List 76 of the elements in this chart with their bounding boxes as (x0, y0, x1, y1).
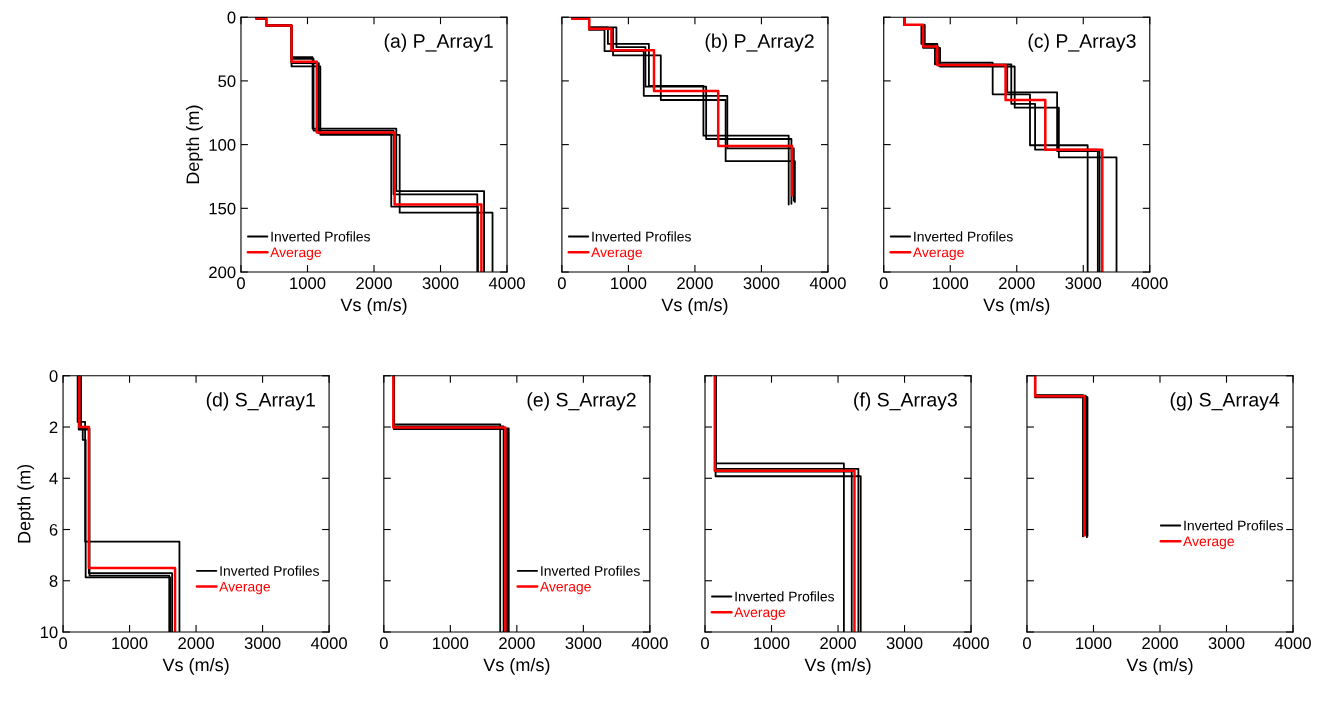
x-tick-label: 2000 (356, 277, 392, 290)
y-tick-label: 6 (49, 523, 58, 536)
x-tick-label: 3000 (244, 637, 281, 650)
x-tick-label: 2000 (178, 637, 214, 650)
x-axis-title: Vs (m/s) (983, 297, 1050, 315)
legend-label: Average (270, 247, 322, 260)
x-tick-label: 2000 (1142, 637, 1178, 650)
x-tick-label: 1000 (754, 637, 790, 650)
x-tick-label: 2000 (820, 637, 856, 650)
legend-label: Average (1183, 536, 1234, 549)
x-tick-label: 1000 (433, 637, 469, 650)
x-tick-label: 3000 (422, 277, 459, 290)
x-axis-title: Vs (m/s) (483, 657, 550, 675)
x-tick-label: 1000 (932, 277, 969, 290)
legend-label: Average (912, 247, 964, 260)
y-tick-label: 200 (209, 266, 236, 279)
y-tick-label: 8 (49, 575, 58, 587)
x-tick-label: 4000 (488, 277, 525, 290)
x-tick-label: 0 (879, 277, 888, 290)
y-tick-label: 4 (49, 472, 58, 485)
legend-label: Inverted Profiles (735, 591, 835, 602)
legend-label: Inverted Profiles (1184, 520, 1283, 531)
x-tick-label: 4000 (310, 637, 347, 650)
x-tick-label: 4000 (631, 637, 668, 650)
legend-label: Average (734, 607, 786, 620)
x-axis-title: Vs (m/s) (1126, 657, 1193, 675)
x-tick-label: 3000 (1065, 277, 1102, 290)
y-axis-title: Depth (m) (17, 464, 35, 543)
legend-label: Average (539, 581, 591, 595)
y-tick-label: 150 (209, 202, 236, 215)
text: (c) P_Array3 (1028, 33, 1136, 52)
text: (e) S_Array2 (527, 392, 636, 411)
x-tick-label: 4000 (1274, 637, 1311, 650)
y-axis-title: Depth (m) (185, 105, 203, 184)
x-tick-label: 0 (379, 637, 388, 650)
x-tick-label: 3000 (1208, 637, 1245, 650)
x-tick-label: 4000 (1131, 277, 1168, 290)
text: (a) P_Array1 (384, 33, 493, 52)
y-tick-label: 2 (49, 421, 58, 434)
legend-label: Average (591, 247, 642, 260)
x-tick-label: 1000 (1076, 637, 1112, 650)
legend-label: Inverted Profiles (220, 565, 319, 576)
y-tick-label: 50 (218, 75, 236, 88)
x-tick-label: 0 (1022, 637, 1031, 650)
y-tick-label: 0 (227, 11, 236, 24)
text: (b) P_Array2 (705, 33, 814, 52)
x-tick-label: 3000 (565, 637, 602, 650)
x-tick-label: 2000 (677, 277, 713, 290)
x-axis-title: Vs (m/s) (340, 297, 407, 315)
x-tick-label: 3000 (743, 277, 780, 290)
x-tick-label: 3000 (886, 637, 923, 650)
x-tick-label: 0 (557, 277, 566, 290)
x-tick-label: 4000 (952, 637, 989, 650)
legend-label: Inverted Profiles (592, 231, 691, 242)
legend-label: Inverted Profiles (914, 231, 1013, 242)
legend-label: Inverted Profiles (541, 565, 640, 576)
x-axis-title: Vs (m/s) (804, 657, 871, 675)
x-tick-label: 0 (701, 637, 709, 650)
x-tick-label: 2000 (499, 637, 535, 650)
legend-label: Average (219, 581, 271, 595)
text: (d) S_Array1 (206, 392, 315, 411)
x-tick-label: 0 (237, 277, 245, 290)
x-axis-title: Vs (m/s) (162, 657, 229, 675)
x-tick-label: 2000 (999, 277, 1035, 290)
text: (f) S_Array3 (854, 392, 957, 411)
x-tick-label: 1000 (290, 277, 326, 290)
x-tick-label: 1000 (112, 637, 148, 650)
x-tick-label: 0 (59, 637, 68, 650)
x-tick-label: 1000 (611, 277, 647, 290)
text: (g) S_Array4 (1170, 392, 1280, 411)
y-tick-label: 0 (49, 370, 58, 382)
x-axis-title: Vs (m/s) (661, 297, 728, 315)
y-tick-label: 100 (209, 139, 236, 151)
legend-label: Inverted Profiles (271, 231, 370, 242)
y-tick-label: 10 (40, 626, 58, 639)
x-tick-label: 4000 (809, 277, 846, 290)
